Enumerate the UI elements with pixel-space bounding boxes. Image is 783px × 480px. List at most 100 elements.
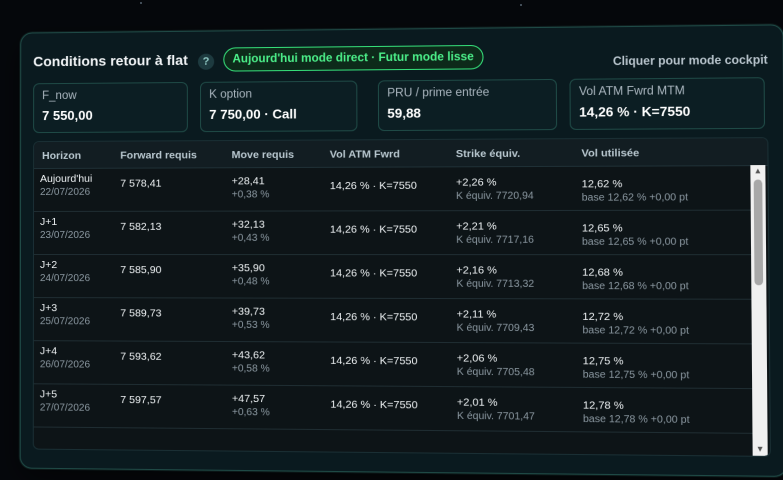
strike-k: K équiv. 7720,94 [456,190,534,203]
horizon-date: 22/07/2026 [40,186,91,198]
vol-used-value: 12,75 % [582,354,624,368]
card-f-now: F_now 7 550,00 [33,81,188,134]
horizon-table: Horizon Forward requis Move requis Vol A… [32,137,771,457]
move-value: +32,13 [231,218,265,231]
table-row[interactable]: Aujourd'hui 22/07/2026 7 578,41 +28,41 +… [34,165,751,212]
card-pru: PRU / prime entrée 59,88 [377,78,558,132]
cockpit-mode-link[interactable]: Cliquer pour mode cockpit [612,54,768,69]
col-move: Move requis [231,148,295,162]
strike-value: +2,11 % [456,308,497,321]
panel-title: Conditions retour à flat [33,51,188,70]
vol-base: base 12,78 % +0,00 pt [582,413,690,427]
horizon-label: J+1 [39,215,58,228]
card-value: 7 750,00 · Call [209,106,297,123]
vol-used-value: 12,65 % [581,222,623,235]
move-percent: +0,58 % [231,363,270,375]
strike-value: +2,01 % [456,396,498,409]
strike-value: +2,26 % [455,176,497,189]
move-value: +47,57 [231,392,266,406]
move-percent: +0,38 % [231,189,270,201]
forward-value: 7 585,90 [120,264,162,277]
move-percent: +0,63 % [231,406,270,419]
vol-base: base 12,62 % +0,00 pt [581,192,689,204]
vol-used-value: 12,62 % [581,177,623,191]
move-percent: +0,43 % [231,232,270,244]
col-forward: Forward requis [120,149,197,162]
card-value: 59,88 [387,105,421,121]
vol-used-value: 12,78 % [582,399,624,413]
metric-cards: F_now 7 550,00 K option 7 750,00 · Call … [33,77,768,137]
background-dot [520,4,522,6]
table-scrollbar[interactable]: ▲ ▼ [750,165,768,456]
forward-value: 7 589,73 [120,307,162,320]
card-value: 7 550,00 [42,107,93,124]
horizon-label: J+5 [39,388,58,401]
strike-value: +2,06 % [456,352,498,365]
move-value: +35,90 [231,262,265,275]
table-row[interactable]: J+1 23/07/2026 7 582,13 +32,13 +0,43 % 1… [33,209,752,256]
scroll-up-icon[interactable]: ▲ [753,166,763,176]
vol-used-value: 12,68 % [582,266,623,279]
strike-k: K équiv. 7705,48 [456,366,535,379]
strike-k: K équiv. 7709,43 [456,322,535,335]
vol-used-value: 12,72 % [582,310,624,324]
scroll-down-icon[interactable]: ▼ [755,444,765,454]
card-vol-atm: Vol ATM Fwrd MTM 14,26 % · K=7550 [569,77,766,130]
vol-base: base 12,65 % +0,00 pt [581,236,689,248]
card-label: PRU / prime entrée [387,86,490,100]
horizon-date: 23/07/2026 [39,229,91,241]
table-row[interactable]: J+2 24/07/2026 7 585,90 +35,90 +0,48 % 1… [33,254,752,300]
vol-atm-value: 14,26 % · K=7550 [330,310,418,324]
vol-base: base 12,75 % +0,00 pt [582,369,690,382]
horizon-label: J+3 [39,302,58,315]
strike-k: K équiv. 7701,47 [456,410,535,423]
card-label: K option [209,88,253,101]
vol-base: base 12,68 % +0,00 pt [582,280,689,293]
table-row[interactable]: J+5 27/07/2026 7 597,57 +47,57 +0,63 % 1… [33,383,753,434]
move-percent: +0,53 % [231,319,270,332]
horizon-date: 25/07/2026 [39,316,91,328]
horizon-label: J+2 [39,259,58,272]
col-vol-used: Vol utilisée [581,147,640,160]
horizon-date: 27/07/2026 [39,402,91,414]
card-value: 14,26 % · K=7550 [579,103,691,120]
vol-atm-value: 14,26 % · K=7550 [329,179,417,193]
forward-value: 7 597,57 [120,393,162,407]
forward-value: 7 593,62 [120,350,162,363]
flat-conditions-panel: Conditions retour à flat ? Aujourd'hui m… [19,24,783,477]
scrollbar-thumb[interactable] [753,179,764,286]
strike-k: K équiv. 7713,32 [456,278,535,291]
vol-base: base 12,72 % +0,00 pt [582,325,689,337]
mode-badge[interactable]: Aujourd'hui mode direct · Futur mode lis… [223,44,484,72]
strike-value: +2,16 % [456,264,497,277]
move-value: +39,73 [231,305,265,318]
horizon-label: J+4 [39,345,58,358]
table-header: Horizon Forward requis Move requis Vol A… [34,138,768,170]
col-vol-atm: Vol ATM Fwrd [329,148,400,161]
forward-value: 7 582,13 [120,220,162,233]
table-row[interactable]: J+4 26/07/2026 7 593,62 +43,62 +0,58 % 1… [33,340,753,390]
vol-atm-value: 14,26 % · K=7550 [330,267,418,280]
table-row[interactable]: J+3 25/07/2026 7 589,73 +39,73 +0,53 % 1… [33,297,752,345]
move-value: +43,62 [231,349,265,362]
help-icon[interactable]: ? [197,53,215,70]
horizon-date: 24/07/2026 [39,273,91,285]
move-value: +28,41 [231,175,265,188]
col-strike: Strike équiv. [455,147,521,161]
card-k-option: K option 7 750,00 · Call [199,80,358,133]
table-body: Aujourd'hui 22/07/2026 7 578,41 +28,41 +… [33,165,753,456]
col-horizon: Horizon [42,149,82,163]
horizon-date: 26/07/2026 [39,359,91,371]
card-label: F_now [42,89,77,103]
horizon-label: Aujourd'hui [40,172,93,185]
vol-atm-value: 14,26 % · K=7550 [330,354,418,368]
vol-atm-value: 14,26 % · K=7550 [329,223,418,236]
forward-value: 7 578,41 [120,177,162,190]
strike-value: +2,21 % [456,220,497,233]
strike-k: K équiv. 7717,16 [456,234,534,246]
background-dot [140,2,142,4]
panel-header: Conditions retour à flat ? Aujourd'hui m… [33,42,768,77]
card-label: Vol ATM Fwrd MTM [578,85,685,99]
vol-atm-value: 14,26 % · K=7550 [330,398,418,412]
move-percent: +0,48 % [231,276,270,288]
